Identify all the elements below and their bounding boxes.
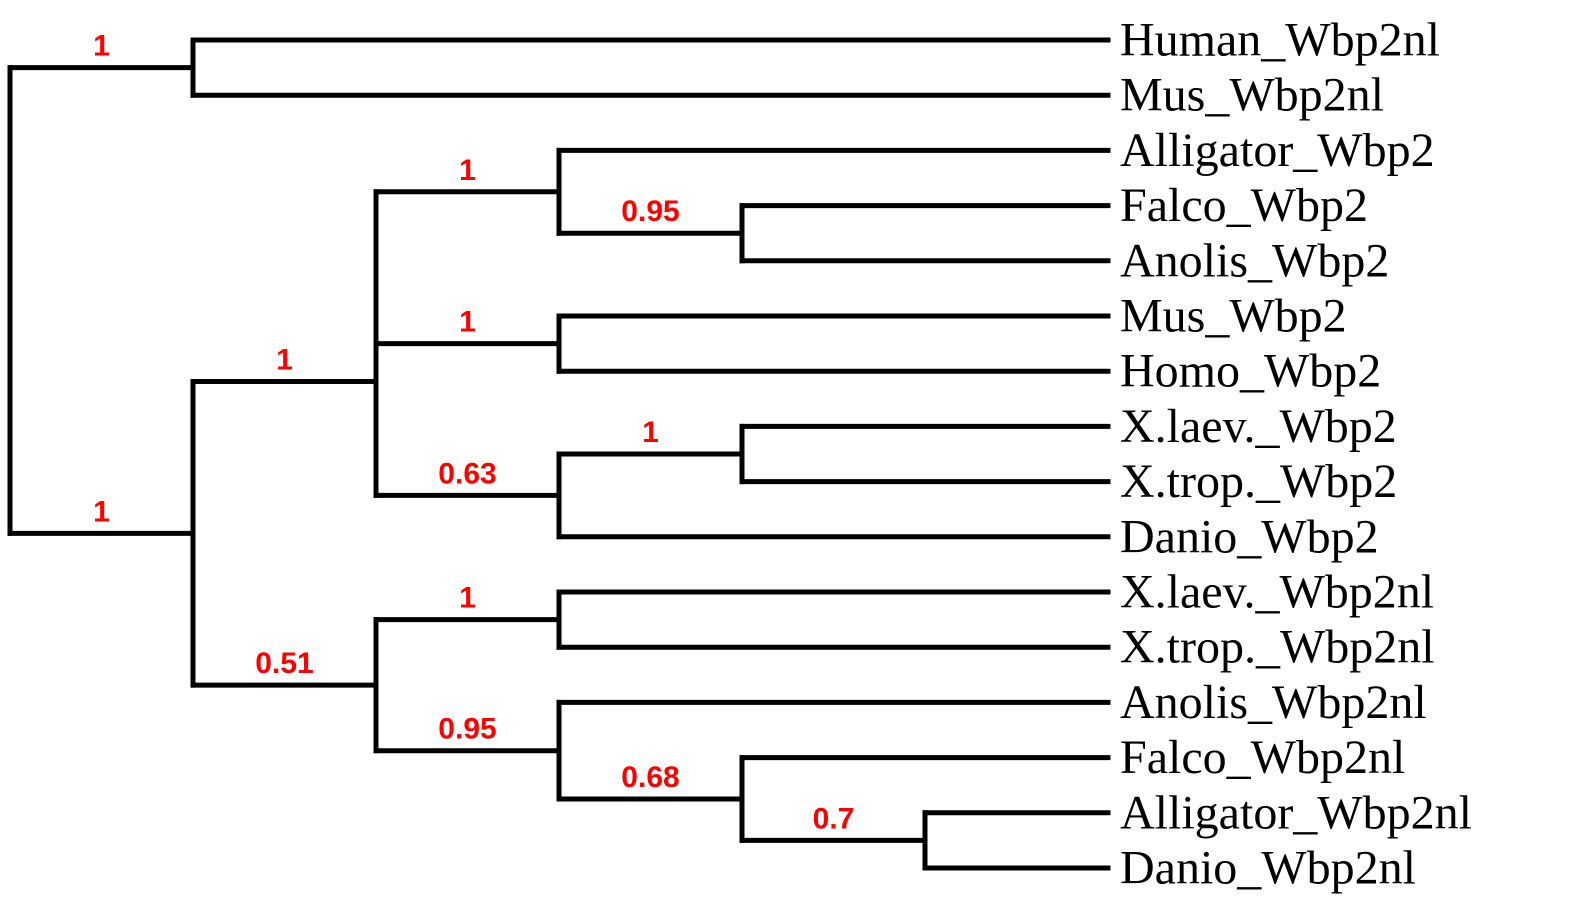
leaf-label: Mus_Wbp2nl	[1120, 69, 1384, 122]
leaf-label: X.laev._Wbp2nl	[1120, 566, 1434, 619]
leaf-label: Danio_Wbp2	[1120, 510, 1379, 563]
support-value-label: 0.68	[621, 761, 679, 794]
leaf-label: Anolis_Wbp2	[1120, 234, 1389, 287]
leaf-label: Falco_Wbp2	[1120, 179, 1368, 232]
support-value-label: 1	[276, 344, 293, 377]
support-value-label: 1	[459, 582, 476, 615]
support-value-label: 1	[93, 495, 110, 528]
leaf-label: Anolis_Wbp2nl	[1120, 676, 1427, 729]
support-value-label: 0.63	[438, 457, 496, 490]
support-value-label: 0.51	[255, 647, 313, 680]
support-value-label: 0.7	[813, 802, 855, 835]
support-value-label: 1	[459, 154, 476, 187]
support-value-label: 1	[459, 306, 476, 339]
leaf-label: X.laev._Wbp2	[1120, 400, 1397, 453]
leaf-label: Falco_Wbp2nl	[1120, 731, 1405, 784]
leaf-label: Human_Wbp2nl	[1120, 14, 1440, 67]
leaf-label: X.trop._Wbp2	[1120, 455, 1397, 508]
leaf-label: Mus_Wbp2	[1120, 290, 1347, 343]
leaf-label: Danio_Wbp2nl	[1120, 842, 1416, 895]
leaf-label: Alligator_Wbp2	[1120, 124, 1435, 177]
support-value-label: 0.95	[621, 195, 679, 228]
leaf-label: Alligator_Wbp2nl	[1120, 786, 1472, 839]
leaf-label: Homo_Wbp2	[1120, 345, 1381, 398]
support-value-label: 1	[93, 30, 110, 63]
support-value-label: 1	[642, 416, 659, 449]
leaf-label: X.trop._Wbp2nl	[1120, 621, 1435, 674]
support-value-label: 0.95	[438, 713, 496, 746]
